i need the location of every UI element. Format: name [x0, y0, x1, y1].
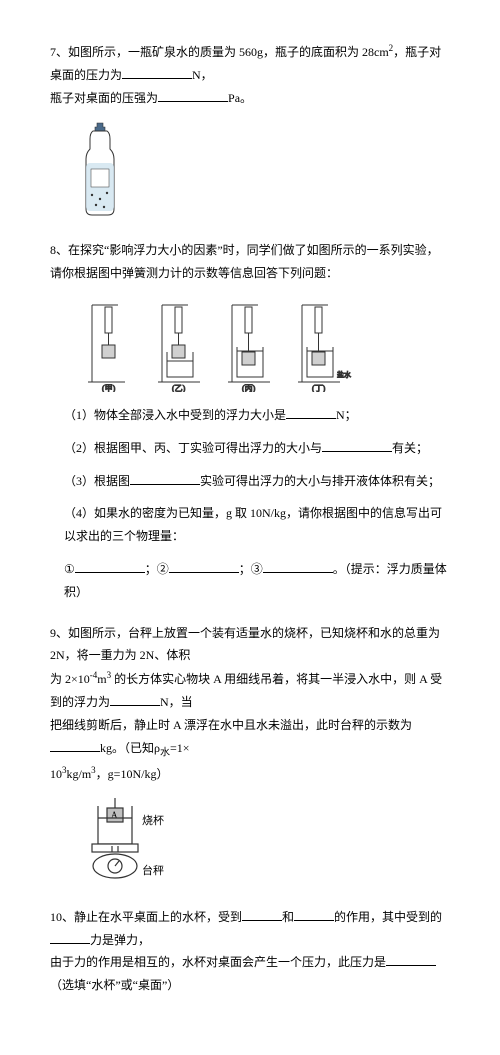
blank [50, 931, 90, 944]
q7-unit2: Pa。 [228, 91, 252, 105]
question-9: 9、如图所示，台秤上放置一个装有适量水的烧杯，已知烧杯和水的总重为 2N，将一重… [50, 622, 450, 888]
q9-t2a: 为 2×10 [50, 672, 90, 686]
svg-text:(甲): (甲) [102, 384, 116, 392]
q8-s2b: 有关； [392, 441, 428, 455]
q8-n3: ；③ [239, 562, 263, 576]
svg-text:盐水: 盐水 [337, 370, 351, 379]
q7-text: 7、如图所示，一瓶矿泉水的质量为 560g，瓶子的底面积为 28cm2，瓶子对桌… [50, 40, 450, 87]
q8-s4a: （4）如果水的密度为已知量，g 取 10N/kg，请你根据图中的信息写出可以求出… [64, 506, 442, 543]
q8-s4: （4）如果水的密度为已知量，g 取 10N/kg，请你根据图中的信息写出可以求出… [64, 502, 450, 548]
svg-text:(乙): (乙) [172, 384, 186, 392]
q9-l4: 103kg/m3，g=10N/kg） [50, 762, 450, 786]
q8-n2: ；② [145, 562, 169, 576]
blank [286, 406, 336, 419]
blank [242, 908, 282, 921]
blank [130, 472, 200, 485]
q8-s2: （2）根据图甲、丙、丁实验可得出浮力的大小与 有关； [64, 437, 450, 460]
q7-line2: 瓶子对桌面的压强为 Pa。 [50, 87, 450, 110]
q10-c: 的作用，其中受到的 [334, 910, 442, 924]
svg-text:(丁): (丁) [312, 384, 326, 392]
q10-b: 和 [282, 910, 294, 924]
q9-l1: 9、如图所示，台秤上放置一个装有适量水的烧杯，已知烧杯和水的总重为 2N，将一重… [50, 622, 450, 668]
blank [158, 89, 228, 102]
blank [122, 66, 192, 79]
q9-label1: 烧杯 [142, 813, 164, 827]
q8-figure: (甲) (乙) (丙) [80, 297, 450, 392]
q9-t4: 10 [50, 767, 62, 781]
blank [75, 560, 145, 573]
q8-intro: 8、在探究“影响浮力大小的因素”时，同学们做了如图所示的一系列实验，请你根据图中… [50, 239, 450, 285]
q9-label2: 台秤 [142, 863, 164, 877]
q10-l2: 由于力的作用是相互的，水杯对桌面会产生一个压力，此压力是 （选填“水杯”或“桌面”… [50, 951, 450, 997]
blank [294, 908, 334, 921]
blank [263, 560, 333, 573]
blank [322, 439, 392, 452]
q8-s2a: （2）根据图甲、丙、丁实验可得出浮力的大小与 [64, 441, 322, 455]
q7-figure [80, 121, 450, 221]
q8-n1: ① [64, 562, 75, 576]
q8-s3: （3）根据图 实验可得出浮力的大小与排开液体体积有关； [64, 470, 450, 493]
q9-t4b: kg/m [67, 767, 92, 781]
question-7: 7、如图所示，一瓶矿泉水的质量为 560g，瓶子的底面积为 28cm2，瓶子对桌… [50, 40, 450, 221]
blank [386, 953, 436, 966]
blank [169, 560, 239, 573]
q9-t3sub: 水 [160, 747, 170, 758]
q8-s1a: （1）物体全部浸入水中受到的浮力大小是 [64, 408, 286, 422]
svg-text:(丙): (丙) [242, 384, 256, 392]
question-10: 10、静止在水平桌面上的水杯，受到 和 的作用，其中受到的力是弹力， 由于力的作用是… [50, 906, 450, 997]
q10-f: （选填“水杯”或“桌面”） [50, 978, 179, 992]
q9-l3: 把细线剪断后，静止时 A 漂浮在水中且水未溢出，此时台秤的示数为 kg。（已知ρ水… [50, 714, 450, 762]
q10-e: 由于力的作用是相互的，水杯对桌面会产生一个压力，此压力是 [50, 955, 386, 969]
blank [110, 693, 160, 706]
q8-s4-blanks: ①；②；③。（提示：浮力质量体积） [64, 558, 450, 604]
q8-s1: （1）物体全部浸入水中受到的浮力大小是 N； [64, 404, 450, 427]
q10-d: 力是弹力， [90, 933, 150, 947]
question-8: 8、在探究“影响浮力大小的因素”时，同学们做了如图所示的一系列实验，请你根据图中… [50, 239, 450, 603]
q7-unit1: N， [192, 68, 213, 82]
q9-t3a: 把细线剪断后，静止时 A 漂浮在水中且水未溢出，此时台秤的示数为 [50, 718, 412, 732]
q7-prefix: 7、如图所示，一瓶矿泉水的质量为 560g，瓶子的底面积为 28cm [50, 45, 389, 59]
q8-s3b: 实验可得出浮力的大小与排开液体体积有关； [200, 474, 440, 488]
q10-a: 10、静止在水平桌面上的水杯，受到 [50, 910, 242, 924]
q9-figure: A 烧杯 台秤 [80, 798, 450, 888]
q8-s1b: N； [336, 408, 357, 422]
q9-t4c: ，g=10N/kg） [96, 767, 169, 781]
q9-t3b: kg。（已知ρ [100, 741, 160, 755]
q9-t3c: =1× [170, 741, 190, 755]
q8-s3a: （3）根据图 [64, 474, 130, 488]
q7-line2a: 瓶子对桌面的压强为 [50, 91, 158, 105]
blank [50, 739, 100, 752]
q9-t2b: m [97, 672, 106, 686]
q10-l1: 10、静止在水平桌面上的水杯，受到 和 的作用，其中受到的力是弹力， [50, 906, 450, 952]
